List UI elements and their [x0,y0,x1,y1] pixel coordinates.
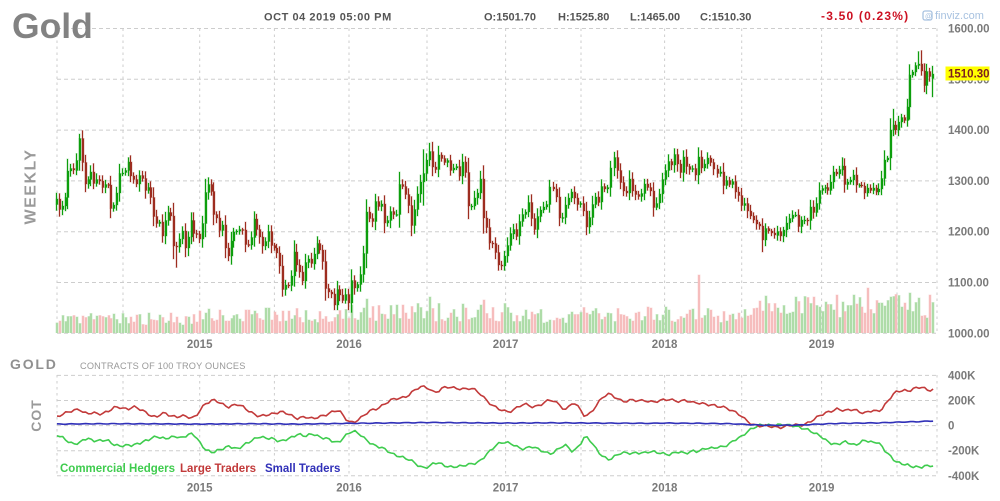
svg-text:Gold: Gold [12,6,93,46]
svg-text:1000.00: 1000.00 [948,328,990,340]
svg-text:-200K: -200K [948,446,980,458]
svg-text:-400K: -400K [948,471,980,483]
svg-text:Commercial Hedgers: Commercial Hedgers [60,463,175,475]
svg-text:0: 0 [948,421,954,433]
svg-text:1300.00: 1300.00 [948,176,990,188]
svg-text:1510.30: 1510.30 [948,69,990,81]
svg-text:2019: 2019 [809,339,835,351]
svg-text:C:1510.30: C:1510.30 [700,12,751,24]
svg-text:CONTRACTS OF 100 TROY OUNCES: CONTRACTS OF 100 TROY OUNCES [80,361,246,371]
svg-text:1200.00: 1200.00 [948,227,990,239]
svg-text:2016: 2016 [336,339,362,351]
svg-text:O:1501.70: O:1501.70 [484,12,536,24]
svg-text:Large Traders: Large Traders [180,463,256,475]
svg-text:400K: 400K [948,370,976,382]
svg-text:WEEKLY: WEEKLY [23,149,40,225]
svg-text:2015: 2015 [187,483,213,495]
svg-text:2018: 2018 [652,339,678,351]
svg-text:GOLD: GOLD [10,356,58,372]
svg-text:2016: 2016 [336,483,362,495]
svg-text:2017: 2017 [493,483,519,495]
svg-text:1400.00: 1400.00 [948,125,990,137]
svg-text:2019: 2019 [809,483,835,495]
svg-text:Small Traders: Small Traders [265,463,340,475]
svg-text:H:1525.80: H:1525.80 [558,12,609,24]
svg-text:OCT 04 2019 05:00 PM: OCT 04 2019 05:00 PM [264,12,392,24]
svg-text:L:1465.00: L:1465.00 [630,12,680,24]
svg-text:COT: COT [28,399,44,432]
svg-text:1600.00: 1600.00 [948,24,990,36]
svg-text:200K: 200K [948,396,976,408]
svg-text:-3.50 (0.23%): -3.50 (0.23%) [821,9,909,23]
svg-text:2017: 2017 [493,339,519,351]
svg-text:2015: 2015 [187,339,213,351]
svg-text:@: @ [925,14,932,21]
svg-text:2018: 2018 [652,483,678,495]
svg-text:1100.00: 1100.00 [948,278,989,290]
svg-text:finviz.com: finviz.com [935,10,984,22]
